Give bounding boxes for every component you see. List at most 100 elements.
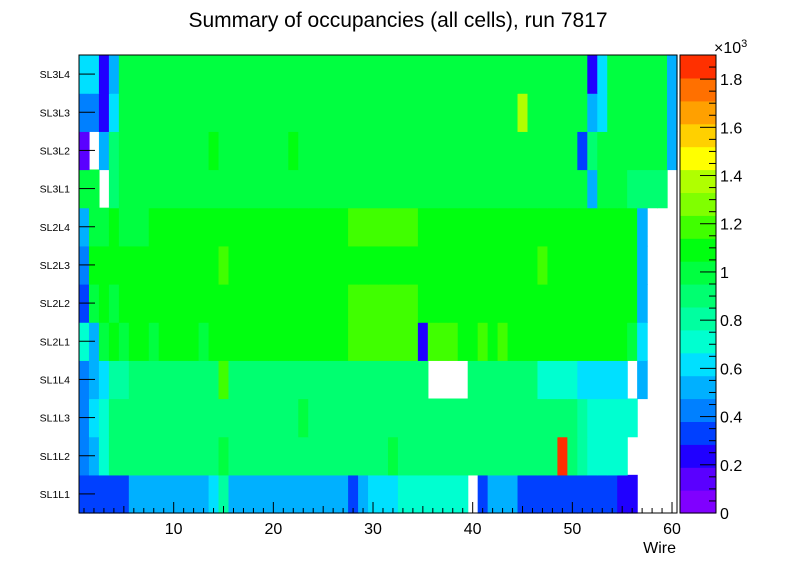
heatmap-cell [288, 436, 299, 476]
heatmap-cell [328, 55, 339, 94]
heatmap-cell [527, 93, 539, 132]
heatmap-cell [397, 398, 409, 438]
heatmap-cell [597, 284, 608, 323]
heatmap-cell [557, 93, 568, 132]
heatmap-cell [158, 322, 170, 361]
heatmap-cell [417, 284, 429, 323]
heatmap-cell [258, 474, 269, 514]
heatmap-cell [427, 474, 439, 514]
heatmap-cell [218, 398, 230, 438]
heatmap-cell [228, 245, 240, 285]
heatmap-cell [497, 284, 509, 323]
heatmap-cell [597, 322, 608, 361]
heatmap-cell [98, 436, 110, 476]
heatmap-cell [627, 474, 638, 514]
heatmap-cell [597, 360, 608, 400]
heatmap-cell [358, 169, 369, 209]
heatmap-cell [557, 131, 568, 171]
heatmap-cell [278, 322, 289, 361]
heatmap-cell [427, 55, 439, 94]
heatmap-cell [368, 169, 379, 209]
heatmap-cell [348, 474, 359, 514]
heatmap-cell [477, 398, 489, 438]
heatmap-cell [607, 169, 618, 209]
heatmap-cell [168, 55, 180, 94]
y-tick-label: SL1L4 [40, 374, 71, 386]
heatmap-cell [397, 436, 409, 476]
heatmap-cell [198, 322, 210, 361]
heatmap-cell [318, 207, 329, 247]
palette-swatch [680, 100, 716, 125]
heatmap-cell [537, 169, 549, 209]
heatmap-cell [477, 360, 489, 400]
heatmap-cell [577, 474, 588, 514]
heatmap-cell [188, 245, 200, 285]
heatmap-cell [288, 322, 299, 361]
palette-swatch [680, 123, 716, 148]
heatmap-cell [378, 207, 389, 247]
heatmap-cell [138, 93, 150, 132]
heatmap-cell [328, 131, 339, 171]
heatmap-cell [138, 398, 150, 438]
heatmap-cell [268, 322, 279, 361]
heatmap-cell [427, 169, 439, 209]
heatmap-cell [208, 284, 220, 323]
heatmap-cell [517, 360, 529, 400]
heatmap-cell [557, 398, 568, 438]
x-axis-title: Wire [643, 540, 676, 557]
heatmap-cell [477, 131, 489, 171]
heatmap-cell [258, 322, 269, 361]
y-tick-label: SL3L3 [40, 107, 71, 119]
heatmap-cell [537, 436, 549, 476]
heatmap-cell [437, 131, 449, 171]
heatmap-cell [387, 207, 399, 247]
z-tick-label: 0.6 [720, 361, 742, 378]
heatmap-cell [208, 169, 220, 209]
heatmap-cell [437, 245, 449, 285]
heatmap-cell [547, 169, 558, 209]
heatmap-cell [417, 322, 429, 361]
heatmap-cell [298, 322, 309, 361]
x-tick-label: 30 [364, 521, 382, 538]
heatmap-cell [138, 207, 150, 247]
heatmap-cell [258, 360, 269, 400]
heatmap-cell [208, 474, 220, 514]
heatmap-cell [447, 207, 459, 247]
heatmap-cell [268, 360, 279, 400]
heatmap-cell [228, 207, 240, 247]
heatmap-cell [288, 474, 299, 514]
heatmap-cell [517, 398, 529, 438]
z-tick-label: 0.8 [720, 313, 742, 330]
heatmap-cell [218, 169, 230, 209]
heatmap-cell [118, 284, 130, 323]
heatmap-cell [447, 131, 459, 171]
z-multiplier-base: ×10 [714, 40, 741, 57]
heatmap-cell [567, 55, 578, 94]
heatmap-cell [118, 207, 130, 247]
heatmap-cell [188, 322, 200, 361]
heatmap-cell [118, 474, 130, 514]
heatmap-cell [587, 245, 598, 285]
heatmap-cell [547, 360, 558, 400]
heatmap-cell [507, 360, 519, 400]
heatmap-cell [457, 245, 469, 285]
heatmap-cell [278, 131, 289, 171]
heatmap-cell [298, 93, 309, 132]
heatmap-cell [338, 207, 349, 247]
heatmap-cell [397, 360, 409, 400]
heatmap-cell [617, 169, 628, 209]
heatmap-cell [208, 436, 220, 476]
heatmap-cell [577, 284, 588, 323]
heatmap-cell [298, 207, 309, 247]
heatmap-cell [387, 245, 399, 285]
y-tick-label: SL2L1 [40, 336, 71, 348]
heatmap-cell [507, 474, 519, 514]
heatmap-cell [517, 436, 529, 476]
heatmap-cell [378, 245, 389, 285]
heatmap-cell [527, 55, 539, 94]
heatmap-cell [368, 322, 379, 361]
heatmap-cell [607, 93, 618, 132]
heatmap-cell [218, 474, 230, 514]
heatmap-cell [298, 131, 309, 171]
heatmap-cell [238, 93, 250, 132]
